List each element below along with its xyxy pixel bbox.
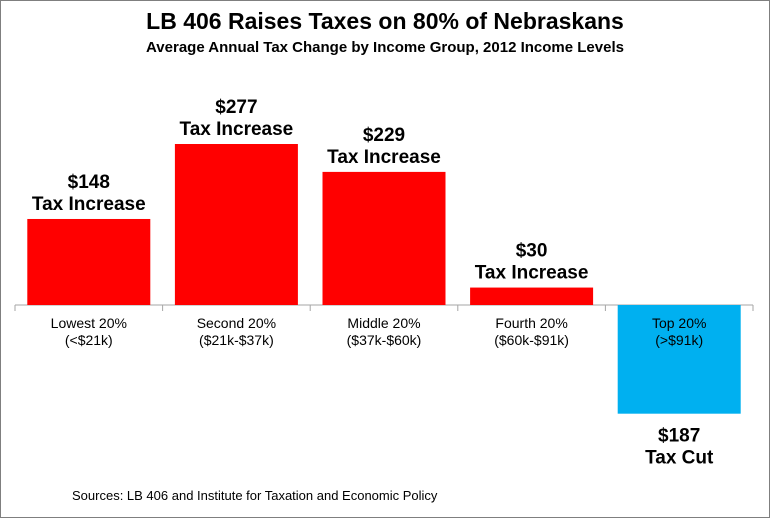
data-label-value: $148 [68, 172, 110, 193]
chart-subtitle: Average Annual Tax Change by Income Grou… [146, 39, 624, 56]
x-tick-sublabel: (<$21k) [65, 332, 113, 348]
bar-3 [322, 171, 446, 305]
x-tick-sublabel: ($60k-$91k) [494, 332, 569, 348]
x-tick-label: Middle 20% [347, 315, 420, 331]
chart-title: LB 406 Raises Taxes on 80% of Nebraskans [146, 8, 624, 34]
x-tick-sublabel: (>$91k) [655, 332, 703, 348]
x-tick-label: Top 20% [652, 315, 706, 331]
bar-1 [27, 218, 151, 305]
data-label-change: Tax Increase [327, 147, 441, 168]
data-label-value: $30 [516, 241, 548, 262]
data-label-value: $187 [658, 426, 700, 447]
data-label-change: Tax Increase [32, 194, 146, 215]
data-label-change: Tax Cut [645, 448, 714, 469]
x-tick-sublabel: ($37k-$60k) [347, 332, 422, 348]
x-tick-label: Fourth 20% [495, 315, 567, 331]
x-tick-label: Lowest 20% [51, 315, 127, 331]
source-note: Sources: LB 406 and Institute for Taxati… [72, 488, 438, 503]
data-label-value: $277 [215, 97, 257, 118]
bar-5 [617, 305, 741, 414]
x-tick-label: Second 20% [197, 315, 276, 331]
data-label-value: $229 [363, 125, 405, 146]
x-tick-sublabel: ($21k-$37k) [199, 332, 274, 348]
data-label-change: Tax Increase [475, 263, 589, 284]
bar-2 [174, 144, 298, 305]
data-label-change: Tax Increase [180, 119, 294, 140]
bar-4 [470, 287, 594, 305]
